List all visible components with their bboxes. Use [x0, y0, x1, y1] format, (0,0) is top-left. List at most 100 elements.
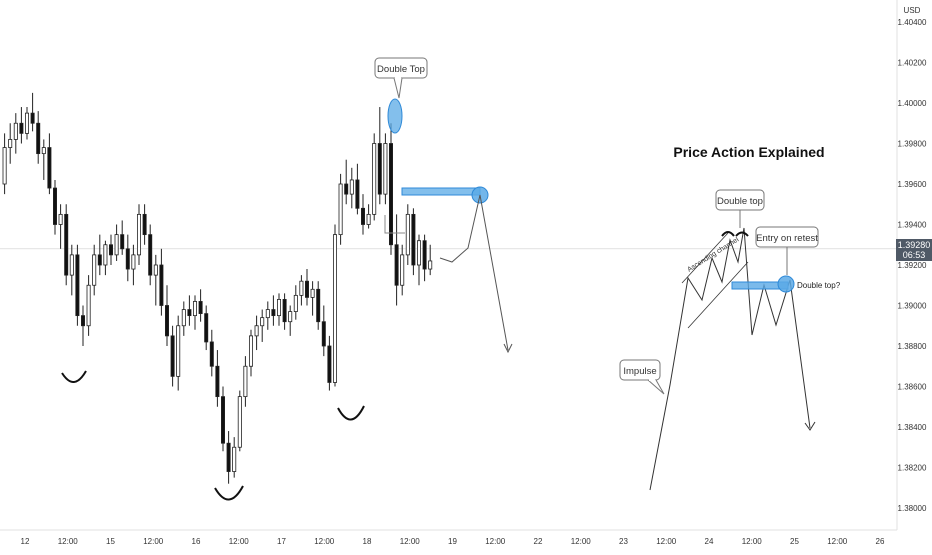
- x-tick-label: 12: [21, 537, 30, 546]
- candle: [142, 204, 147, 245]
- x-tick-label: 12:00: [485, 537, 506, 546]
- ascending-channel-label: Ascending channel: [686, 236, 740, 274]
- time-axis[interactable]: 12 12:00 15 12:00 16 12:00 17 12:00 18 12:00 19 12:…: [0, 529, 897, 546]
- y-tick-label: 1.38200: [898, 464, 927, 473]
- candle: [19, 107, 24, 144]
- last-price-badge: 1.39280 06:53: [896, 238, 932, 261]
- drawing-layer: [61, 98, 816, 501]
- candle: [192, 295, 197, 330]
- double-top-marker: [387, 98, 403, 134]
- y-tick-label: 1.40200: [898, 59, 927, 68]
- y-tick-label: 1.39200: [898, 261, 927, 270]
- x-tick-label: 12:00: [571, 537, 592, 546]
- candle: [120, 220, 125, 255]
- callout-impulse: Impulse: [619, 359, 665, 395]
- callout-entry-on-retest: Entry on retest: [755, 226, 819, 275]
- schematic-price-path: [649, 227, 811, 491]
- candle: [400, 244, 405, 296]
- candle: [232, 437, 237, 478]
- y-tick-label: 1.39400: [898, 221, 927, 230]
- candle: [176, 315, 181, 391]
- candle: [338, 173, 343, 245]
- y-tick-label: 1.38400: [898, 423, 927, 432]
- double-top-question-label: Double top?: [797, 281, 841, 290]
- candle: [394, 214, 399, 306]
- y-tick-label: 1.39000: [898, 302, 927, 311]
- candle: [388, 123, 393, 255]
- candle: [47, 133, 52, 195]
- candle: [97, 234, 102, 276]
- candle: [109, 234, 114, 265]
- x-tick-label: 12:00: [400, 537, 421, 546]
- candle: [360, 194, 365, 235]
- candle: [41, 139, 46, 180]
- x-tick-label: 12:00: [143, 537, 164, 546]
- candle: [377, 107, 382, 205]
- last-price-countdown: 06:53: [902, 249, 926, 260]
- y-tick-label: 1.39600: [898, 180, 927, 189]
- candle: [310, 281, 315, 316]
- candle: [170, 325, 175, 387]
- candle: [13, 113, 18, 154]
- candle: [114, 224, 119, 261]
- candle: [383, 133, 388, 205]
- candle: [148, 224, 153, 286]
- y-tick-label: 1.39800: [898, 140, 927, 149]
- currency-label: USD: [904, 6, 921, 15]
- x-tick-label: 12:00: [229, 537, 250, 546]
- bottom-arc-3: [337, 405, 365, 421]
- x-tick-label: 12:00: [314, 537, 335, 546]
- candle: [187, 295, 192, 326]
- candle: [366, 204, 371, 229]
- candle: [226, 431, 231, 484]
- x-tick-label: 12:00: [827, 537, 848, 546]
- candle: [304, 269, 309, 306]
- candle: [64, 204, 69, 286]
- bottom-arc-1: [61, 370, 87, 383]
- candle: [8, 123, 13, 164]
- candle: [181, 301, 186, 336]
- neckline-zone: [401, 187, 481, 196]
- candle: [344, 159, 349, 205]
- callout-double-top-label: Double Top: [377, 64, 425, 75]
- candle: [265, 301, 270, 330]
- candle: [136, 204, 141, 265]
- support-bracket: [384, 215, 405, 234]
- x-tick-label: 12:00: [656, 537, 677, 546]
- candle: [271, 295, 276, 326]
- candle: [209, 329, 214, 377]
- callout-entry-on-retest-label: Entry on retest: [756, 233, 818, 244]
- candle: [58, 204, 63, 249]
- candle: [293, 285, 298, 320]
- candle: [243, 356, 248, 407]
- candle: [372, 133, 377, 221]
- schematic-top-arc-2: [735, 231, 749, 237]
- price-axis[interactable]: USD 1.40400 1.40200 1.40000 1.39800 1.39600 1…: [896, 0, 927, 530]
- candle: [405, 204, 410, 265]
- bottom-arc-2: [214, 485, 244, 501]
- candle: [103, 240, 108, 276]
- y-tick-label: 1.38000: [898, 504, 927, 513]
- candle: [198, 289, 203, 322]
- last-price-value: 1.39280: [897, 239, 931, 250]
- candle: [332, 224, 337, 387]
- callout-double-top-schematic-label: Double top: [717, 196, 763, 207]
- y-tick-label: 1.38600: [898, 383, 927, 392]
- candle: [220, 386, 225, 452]
- candle: [299, 275, 304, 306]
- candle: [411, 208, 416, 276]
- candle: [24, 107, 29, 140]
- y-tick-label: 1.38800: [898, 342, 927, 351]
- x-tick-label: 22: [534, 537, 543, 546]
- x-tick-label: 19: [448, 537, 457, 546]
- candle: [321, 305, 326, 357]
- candle: [204, 305, 209, 351]
- candle: [131, 244, 136, 286]
- candle: [349, 167, 354, 209]
- projection-arrowhead: [503, 343, 513, 354]
- candle: [69, 244, 74, 296]
- candle: [288, 305, 293, 336]
- candle: [81, 305, 86, 346]
